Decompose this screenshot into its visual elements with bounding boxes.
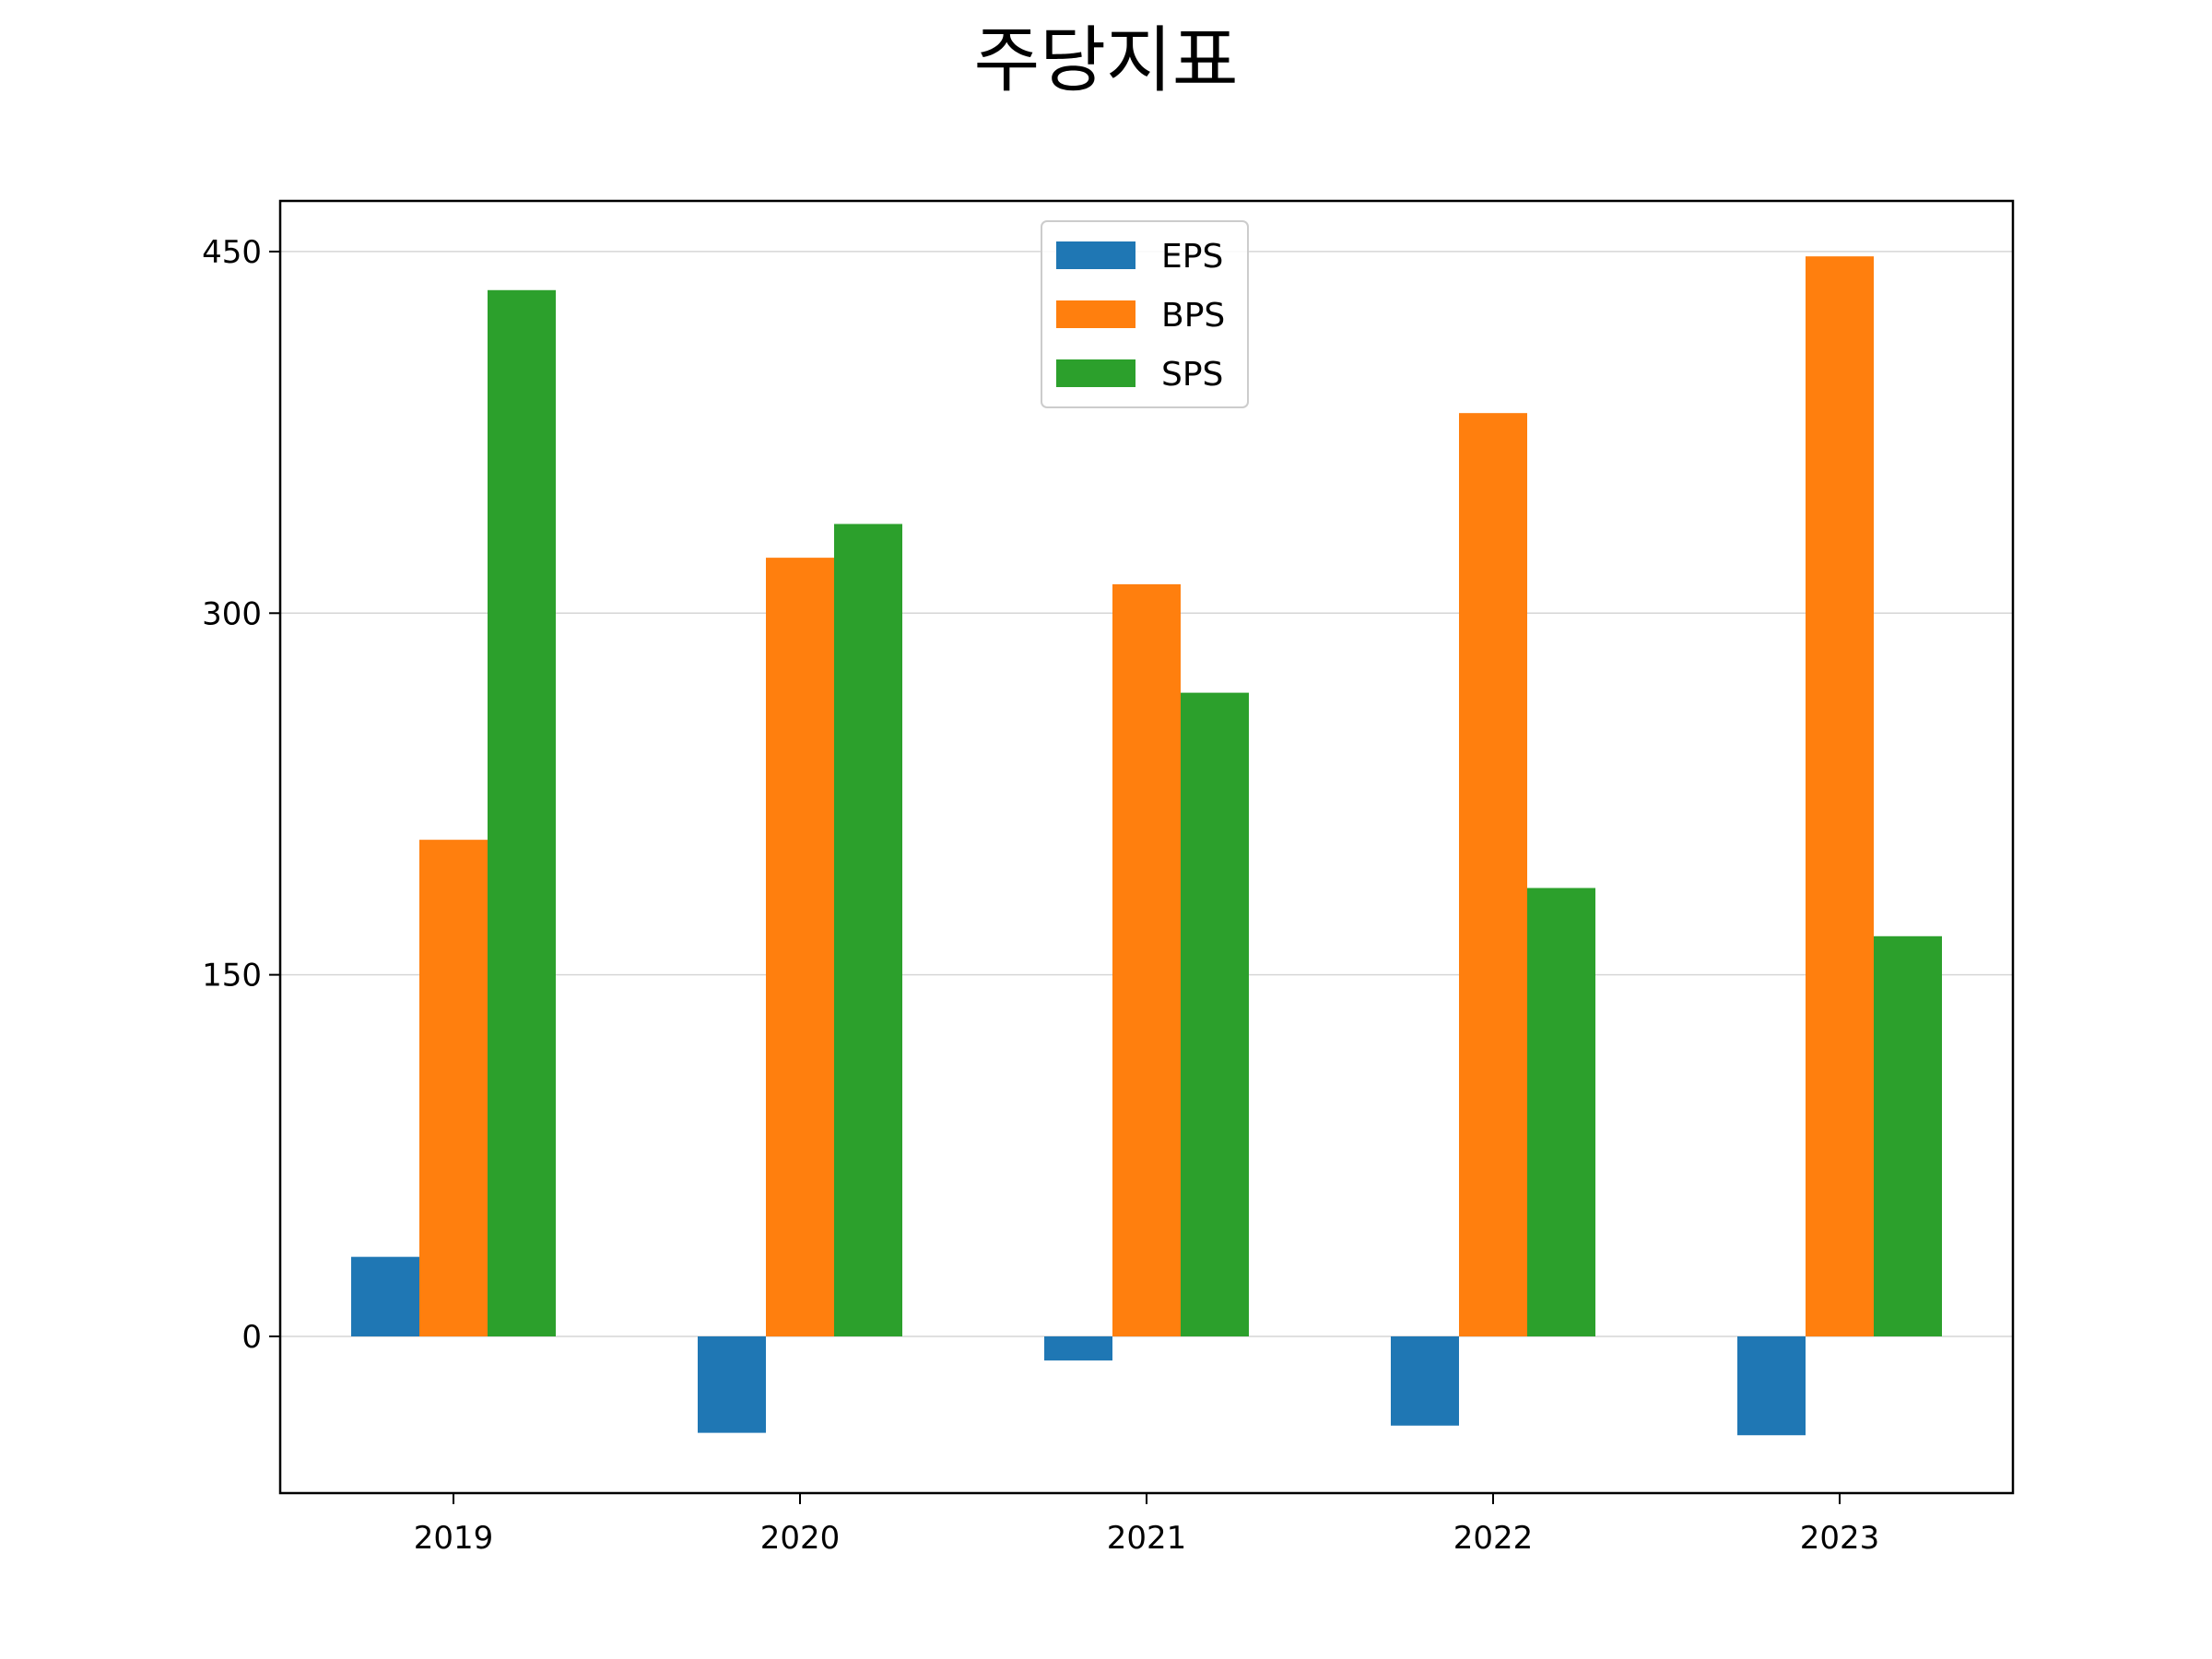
bar-sps-2021 xyxy=(1181,692,1249,1336)
chart-title: 주당지표 xyxy=(973,19,1238,102)
legend-label-sps: SPS xyxy=(1161,356,1223,394)
bar-bps-2022 xyxy=(1459,413,1527,1336)
bar-bps-2020 xyxy=(766,558,834,1336)
legend-swatch-bps xyxy=(1056,300,1135,328)
x-tick-label-2019: 2019 xyxy=(414,1520,494,1557)
bar-bps-2019 xyxy=(419,840,488,1336)
y-tick-label-450: 450 xyxy=(202,234,262,271)
bar-eps-2021 xyxy=(1044,1335,1112,1361)
y-tick-label-150: 150 xyxy=(202,958,262,994)
legend-label-eps: EPS xyxy=(1161,238,1223,276)
x-tick-label-2022: 2022 xyxy=(1453,1520,1534,1557)
bar-eps-2022 xyxy=(1391,1335,1459,1426)
bar-sps-2019 xyxy=(488,289,556,1336)
bar-sps-2023 xyxy=(1874,935,1942,1336)
bar-sps-2020 xyxy=(834,524,902,1336)
bar-bps-2021 xyxy=(1112,583,1181,1336)
x-axis: 2019 2020 2021 2022 2023 xyxy=(414,1493,1880,1557)
bar-eps-2019 xyxy=(351,1256,419,1336)
legend-swatch-sps xyxy=(1056,359,1135,387)
bar-eps-2020 xyxy=(698,1335,766,1433)
legend: EPS BPS SPS xyxy=(1041,220,1249,408)
y-tick-label-0: 0 xyxy=(241,1319,262,1356)
x-tick-label-2020: 2020 xyxy=(760,1520,841,1557)
bars xyxy=(351,256,1942,1436)
legend-swatch-eps xyxy=(1056,241,1135,269)
legend-label-bps: BPS xyxy=(1161,297,1225,335)
bar-eps-2023 xyxy=(1737,1335,1806,1436)
bar-bps-2023 xyxy=(1806,256,1874,1336)
x-tick-label-2021: 2021 xyxy=(1107,1520,1187,1557)
bar-sps-2022 xyxy=(1527,888,1595,1336)
y-axis: 0 150 300 450 xyxy=(202,234,280,1356)
x-tick-label-2023: 2023 xyxy=(1800,1520,1880,1557)
y-tick-label-300: 300 xyxy=(202,595,262,632)
